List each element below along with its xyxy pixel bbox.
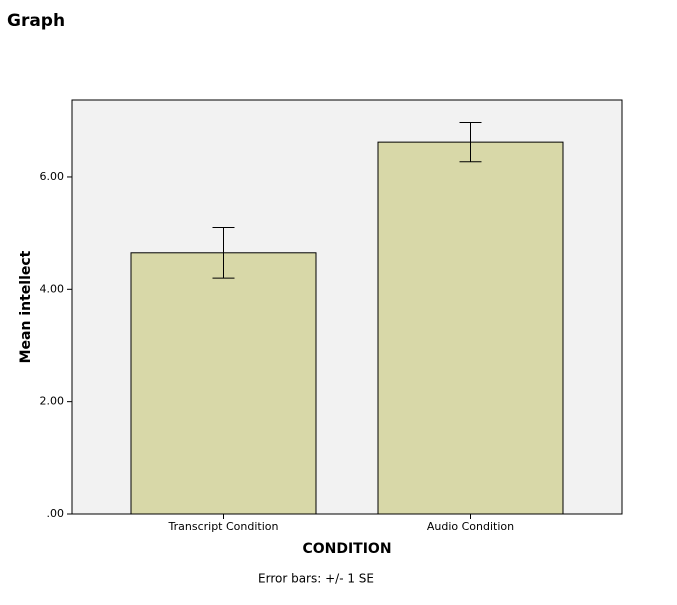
annotation: Error bars: +/- 1 SE bbox=[258, 572, 374, 586]
y-tick-label: 2.00 bbox=[40, 395, 65, 408]
x-tick-label: Audio Condition bbox=[427, 520, 514, 533]
bar bbox=[377, 141, 564, 515]
y-tick-label: 6.00 bbox=[40, 170, 65, 183]
x-tick-label: Transcript Condition bbox=[168, 520, 279, 533]
error-bar bbox=[212, 227, 235, 279]
error-bar bbox=[459, 121, 482, 163]
y-tick-label: .00 bbox=[47, 507, 65, 520]
y-axis-label: Mean intellect bbox=[18, 250, 34, 363]
bar bbox=[130, 252, 317, 515]
page-title: Graph bbox=[7, 11, 65, 31]
y-tick-label: 4.00 bbox=[40, 282, 65, 295]
x-axis-label: CONDITION bbox=[302, 541, 391, 557]
